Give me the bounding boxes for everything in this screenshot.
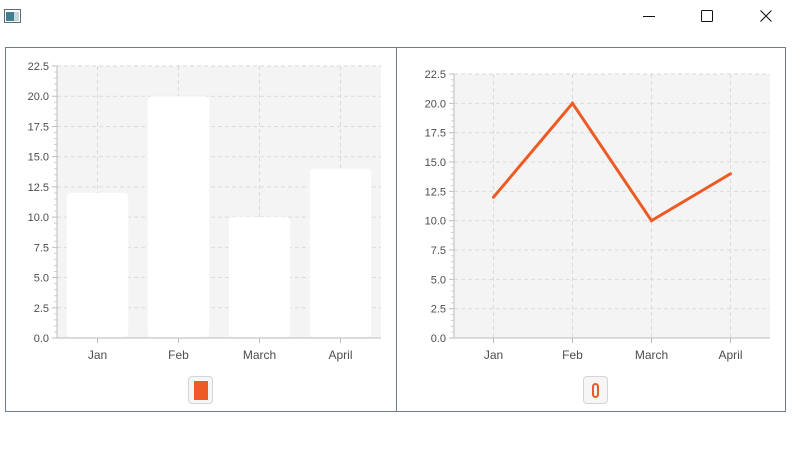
bar-legend <box>188 376 213 404</box>
y-tick-label: 0.0 <box>431 333 446 345</box>
line-legend-symbol <box>592 382 599 398</box>
bar <box>147 96 210 337</box>
x-tick-label: March <box>635 348 668 362</box>
bar <box>228 217 291 337</box>
line-chart: 0.0 2.5 5.0 7.5 10.0 12.5 15.0 17.5 20.0 22.5 Jan F… <box>425 69 770 362</box>
x-tick-label: April <box>328 348 352 362</box>
bar-chart-panel: 0.0 2.5 5.0 7.5 10.0 12.5 15.0 17.5 20.0 22.5 Jan F… <box>5 47 397 412</box>
close-button[interactable] <box>737 0 795 32</box>
maximize-button[interactable] <box>678 0 736 32</box>
series-line <box>492 100 732 223</box>
y-tick-label: 22.5 <box>425 69 446 81</box>
y-tick-label: 12.5 <box>425 186 446 198</box>
data-point <box>650 219 653 223</box>
y-tick-label: 15.0 <box>425 157 446 169</box>
x-tick-label: Jan <box>484 348 503 362</box>
y-tick-label: 22.5 <box>28 61 49 73</box>
y-tick-label: 7.5 <box>34 242 49 254</box>
x-tick-label: March <box>243 348 276 362</box>
java-app-icon <box>4 9 21 23</box>
y-tick-label: 17.5 <box>28 121 49 133</box>
minimize-button[interactable] <box>620 0 678 32</box>
x-tick-label: Jan <box>88 348 107 362</box>
plot-area <box>454 74 770 338</box>
maximize-icon <box>701 10 713 22</box>
bar-chart: 0.0 2.5 5.0 7.5 10.0 12.5 15.0 17.5 20.0 22.5 Jan F… <box>28 61 381 362</box>
y-tick-label: 12.5 <box>28 182 49 194</box>
y-tick-label: 15.0 <box>28 152 49 164</box>
y-tick-label: 20.0 <box>425 98 446 110</box>
y-tick-label: 2.5 <box>431 304 446 316</box>
data-point <box>492 195 495 199</box>
bar <box>66 192 129 337</box>
x-tick-label: Feb <box>562 348 583 362</box>
y-tick-label: 17.5 <box>425 128 446 140</box>
data-point <box>729 172 732 176</box>
y-tick-label: 10.0 <box>425 216 446 228</box>
y-tick-label: 7.5 <box>431 245 446 257</box>
title-bar <box>0 0 797 32</box>
y-tick-label: 10.0 <box>28 212 49 224</box>
line-legend <box>583 376 608 404</box>
minimize-icon <box>643 16 655 17</box>
x-tick-label: April <box>718 348 742 362</box>
y-tick-label: 0.0 <box>34 333 49 345</box>
close-icon <box>760 10 772 22</box>
data-point <box>571 101 574 105</box>
x-tick-label: Feb <box>168 348 189 362</box>
y-tick-label: 20.0 <box>28 91 49 103</box>
y-tick-label: 2.5 <box>34 303 49 315</box>
bar <box>309 168 372 337</box>
y-tick-label: 5.0 <box>431 274 446 286</box>
y-tick-label: 5.0 <box>34 273 49 285</box>
bar-legend-swatch <box>193 380 208 400</box>
line-chart-panel: 0.0 2.5 5.0 7.5 10.0 12.5 15.0 17.5 20.0 22.5 Jan F… <box>396 47 786 412</box>
